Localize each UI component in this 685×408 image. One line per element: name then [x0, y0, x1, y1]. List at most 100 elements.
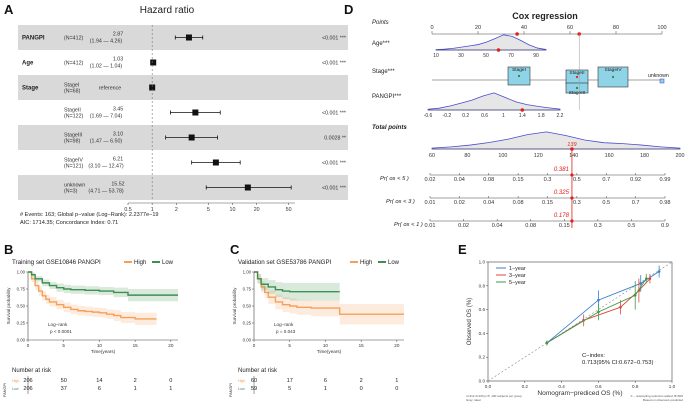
km-y-tick-label: 1.00 — [17, 270, 26, 275]
calibration-x-tick-label: 0.4 — [558, 384, 565, 389]
risk-table-row-label: Low — [238, 387, 245, 391]
nomogram-survival-tick-label: 0.5 — [628, 223, 636, 229]
km-y-tick-label: 0.25 — [17, 321, 26, 326]
nomogram-survival-marker — [570, 219, 574, 223]
nomogram-survival-tick-label: 0.01 — [425, 200, 436, 206]
km-x-tick-label: 5 — [62, 343, 65, 348]
km-curve-low — [28, 271, 178, 296]
km-p-value: p = 0.043 — [276, 329, 296, 334]
calibration-point — [597, 298, 600, 302]
forest-title: Hazard ratio — [140, 5, 195, 16]
calibration-cindex-value: 0.713(95% CI:0.672−0.753) — [582, 360, 653, 366]
forest-hr-point — [188, 134, 195, 141]
km-y-tick-label: 0.75 — [17, 287, 26, 292]
panel-label-e: E — [458, 242, 467, 257]
nomogram-survival-marker-label: 0.325 — [554, 190, 570, 196]
nomogram-total-label: Total points — [372, 124, 407, 131]
nomogram-age-tick-label: 30 — [458, 53, 464, 59]
nomogram-stage-label: Stage*** — [372, 69, 395, 75]
km-x-tick-label: 15 — [359, 343, 365, 348]
km-legend-high-label: High — [134, 260, 146, 266]
panel-d-nomogram: D Cox regression Points 0 20 40 60 80 100 Age**… — [344, 2, 685, 229]
nomogram-stage-box-dot — [575, 86, 579, 90]
km-x-tick-label: 20 — [168, 343, 174, 348]
km-ci-band-low — [254, 272, 340, 301]
nomogram-survival-label: Pr( os < 1 ) — [394, 222, 423, 228]
nomogram-survival-tick-label: 0.3 — [544, 177, 552, 183]
nomogram-survival-tick-label: 0.15 — [559, 223, 570, 229]
nomogram-survival-tick-label: 0.98 — [660, 200, 671, 206]
nomogram-points-tick-label: 0 — [430, 25, 433, 31]
calibration-footer-right: X − resampling optimism added, B=500 — [630, 394, 683, 398]
forest-row: StageII(N=122) 3.45(1.69 — 7.04) <0.001 **… — [64, 107, 346, 120]
nomogram-survival-tick-label: 0.04 — [483, 200, 494, 206]
nomogram-survival-tick-label: 0.3 — [594, 223, 602, 229]
forest-n-label: (N=121) — [64, 164, 84, 170]
nomogram-survival-marker — [570, 173, 574, 177]
risk-table-value: 5 — [288, 386, 291, 392]
nomogram-total-tick-label: 60 — [429, 153, 435, 159]
forest-hr-point — [150, 59, 157, 66]
risk-table-row-label: Low — [12, 387, 19, 391]
km-x-tick-label: 10 — [97, 343, 103, 348]
km-y-tick-label: 1.00 — [243, 270, 252, 275]
nomogram-pangpi-tick-label: 1.8 — [538, 113, 545, 119]
risk-table-row-label: High — [12, 379, 19, 383]
nomogram-stage-box-label: StageI — [512, 67, 526, 73]
forest-hr-label: 15.52 — [111, 182, 124, 188]
km-p-value: p < 0.0001 — [50, 329, 72, 334]
km-x-tick-label: 10 — [323, 343, 329, 348]
forest-hr-label: 2.87 — [113, 32, 123, 38]
km-x-tick-label: 15 — [133, 343, 139, 348]
nomogram-survival-tick-label: 0.7 — [632, 200, 640, 206]
risk-table-value: 1 — [395, 378, 398, 384]
nomogram-total-marker-label: 139 — [567, 142, 576, 148]
nomogram-points-tick-label: 80 — [613, 25, 619, 31]
km-curve-high — [254, 271, 404, 315]
calibration-x-axis-label: Nomogram−prediced OS (%) — [537, 390, 622, 397]
nomogram-survival-marker — [570, 196, 574, 200]
nomogram-survival-tick-label: 0.01 — [425, 223, 436, 229]
km-y-tick-label: 0.50 — [17, 304, 26, 309]
forest-row: unknown(N=3) 15.52(4.71 — 53.78) <0.001 **… — [18, 175, 348, 200]
calibration-plot-frame — [487, 261, 673, 382]
nomogram-age-tick-label: 50 — [483, 53, 489, 59]
forest-hr-point — [244, 184, 251, 191]
km-logrank-label: Log−rank — [48, 322, 68, 327]
km-x-axis-label: Time(years) — [317, 349, 342, 354]
nomogram-total-tick-label: 200 — [676, 153, 685, 159]
risk-table-value: 0 — [395, 386, 398, 392]
forest-rows: PANGPI (N=412) 2.87(1.94 — 4.26) <0.001 ***… — [18, 25, 348, 200]
nomogram-survival-tick-label: 0.02 — [425, 177, 436, 183]
risk-table-title: Number at risk — [12, 368, 52, 374]
forest-hr-point — [192, 109, 199, 116]
forest-row: Stage StageI(N=68) reference — [18, 75, 348, 100]
calibration-x-tick-label: 0.8 — [632, 384, 639, 389]
calibration-x-tick-label: 0.0 — [485, 384, 492, 389]
km-y-tick-label: 0.00 — [17, 338, 26, 343]
km-y-tick-label: 0.75 — [243, 287, 252, 292]
calibration-point — [644, 277, 648, 280]
calibration-footer-right: Based on observed−predicted — [643, 398, 683, 402]
nomogram-total-tick-label: 80 — [464, 153, 470, 159]
forest-variable-label: Age — [22, 61, 34, 67]
calibration-y-tick-label: 0.2 — [479, 355, 486, 360]
forest-variable-label: Stage — [22, 86, 39, 92]
calibration-footer-left: Gray: ideal — [466, 398, 481, 402]
forest-sublevel-label: unknown — [64, 183, 85, 189]
risk-table-value: 1 — [169, 386, 172, 392]
calibration-ideal-line — [487, 261, 673, 382]
km-y-axis-label: Survival probability — [232, 287, 237, 325]
forest-ci-label: (1.02 — 1.04) — [90, 64, 123, 70]
nomogram-survival-tick-label: 0.08 — [513, 200, 524, 206]
calibration-x-tick-label: 0.6 — [595, 384, 602, 389]
nomogram-pangpi-tick-label: 0.6 — [481, 113, 488, 119]
nomogram-survival-tick-label: 0.15 — [513, 177, 524, 183]
nomogram-total-tick-label: 180 — [640, 153, 649, 159]
nomogram-age-marker — [496, 48, 501, 52]
km-ci-band-high — [254, 272, 404, 325]
forest-p-value: 0.0028 ** — [324, 136, 346, 142]
km-y-tick-label: 0.50 — [243, 304, 252, 309]
km-y-tick-label: 0.00 — [243, 338, 252, 343]
nomogram-pangpi-density — [427, 92, 561, 111]
